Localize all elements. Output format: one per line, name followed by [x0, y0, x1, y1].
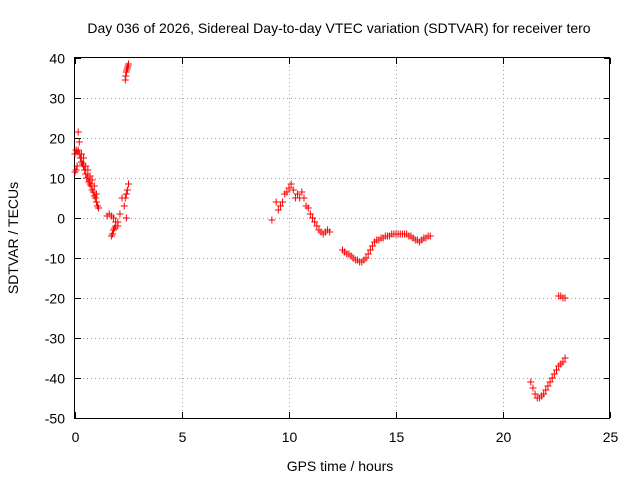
y-tick-label: -10 [45, 251, 65, 267]
data-point [311, 218, 319, 226]
segment-7 [555, 292, 569, 302]
data-point [92, 198, 100, 206]
y-tick-label: 20 [49, 131, 65, 147]
data-point [279, 198, 287, 206]
data-point [125, 60, 132, 68]
data-point [274, 206, 282, 214]
data-point [306, 210, 314, 218]
data-point [287, 180, 295, 188]
data-point [546, 378, 554, 386]
data-point [112, 222, 120, 230]
data-point [326, 228, 334, 236]
data-point [294, 190, 302, 198]
segment-2 [103, 194, 130, 230]
chart-title: Day 036 of 2026, Sidereal Day-to-day VTE… [87, 20, 590, 36]
data-point [298, 188, 306, 196]
data-point [276, 202, 284, 210]
data-point [268, 216, 276, 224]
data-point [125, 180, 132, 188]
data-point [542, 386, 550, 394]
data-point [550, 370, 558, 378]
data-points [71, 60, 569, 402]
data-point [529, 384, 537, 392]
data-point [304, 204, 312, 212]
data-point [82, 170, 90, 178]
segment-4 [268, 180, 334, 238]
data-point [368, 242, 376, 250]
y-axis-label: SDTVAR / TECUs [5, 182, 21, 294]
data-point [548, 374, 556, 382]
segment-3 [121, 60, 132, 84]
data-point [108, 230, 116, 238]
data-point [540, 390, 548, 398]
data-point [74, 128, 82, 136]
segment-6 [527, 354, 569, 402]
data-point [366, 246, 374, 254]
segment-5 [339, 230, 434, 266]
data-point [561, 294, 569, 302]
data-point [544, 382, 552, 390]
data-point [300, 194, 308, 202]
data-point [90, 182, 98, 190]
segment-2b [107, 218, 122, 240]
y-tick-label: -30 [45, 331, 65, 347]
data-point [74, 146, 82, 154]
segment-3b [121, 180, 132, 202]
data-point [553, 366, 560, 374]
y-tick-label: 30 [49, 91, 65, 107]
data-point [92, 190, 100, 198]
data-point [114, 218, 122, 226]
data-point [73, 162, 81, 170]
data-point [309, 214, 317, 222]
y-tick-label: 40 [49, 51, 65, 67]
plot-frame [74, 57, 610, 419]
x-tick-label: 25 [603, 429, 619, 445]
x-tick-label: 20 [496, 429, 512, 445]
data-point [86, 172, 94, 180]
y-tick-label: -20 [45, 291, 65, 307]
x-axis-label: GPS time / hours [287, 458, 394, 474]
x-tick-label: 15 [389, 429, 405, 445]
data-point [82, 162, 90, 170]
x-tick-label: 5 [179, 429, 187, 445]
data-point [426, 232, 434, 240]
data-point [289, 186, 297, 194]
y-tick-label: 10 [49, 171, 65, 187]
y-tick-label: -40 [45, 371, 65, 387]
data-point [285, 184, 293, 192]
x-tick-label: 10 [282, 429, 298, 445]
segment-1b [71, 128, 100, 198]
data-point [122, 190, 130, 198]
data-point [561, 354, 569, 362]
data-point [75, 138, 83, 146]
data-point [116, 210, 124, 218]
data-point [121, 194, 129, 202]
data-point [110, 214, 118, 222]
data-point [77, 150, 85, 158]
data-point [122, 214, 130, 222]
data-point [88, 176, 96, 184]
grid-layer [75, 58, 610, 418]
data-point [559, 358, 567, 366]
data-point [95, 204, 103, 212]
data-point [313, 222, 321, 230]
tick-layer: 0 5 10 15 20 25 -50 -40 -30 -20 -10 0 10 20 30 40 [45, 51, 619, 446]
x-tick-label: 0 [72, 429, 80, 445]
data-point [120, 202, 128, 210]
data-point [531, 390, 539, 398]
data-point [72, 166, 80, 174]
data-point [84, 166, 92, 174]
data-point [123, 186, 131, 194]
data-point [272, 198, 280, 206]
data-point [122, 72, 130, 80]
data-point [362, 254, 370, 262]
y-tick-label: -50 [45, 411, 65, 427]
data-point [527, 378, 535, 386]
data-point [80, 154, 88, 162]
data-point [364, 250, 372, 258]
y-tick-label: 0 [57, 211, 65, 227]
data-point [283, 188, 291, 196]
data-point [91, 194, 99, 202]
